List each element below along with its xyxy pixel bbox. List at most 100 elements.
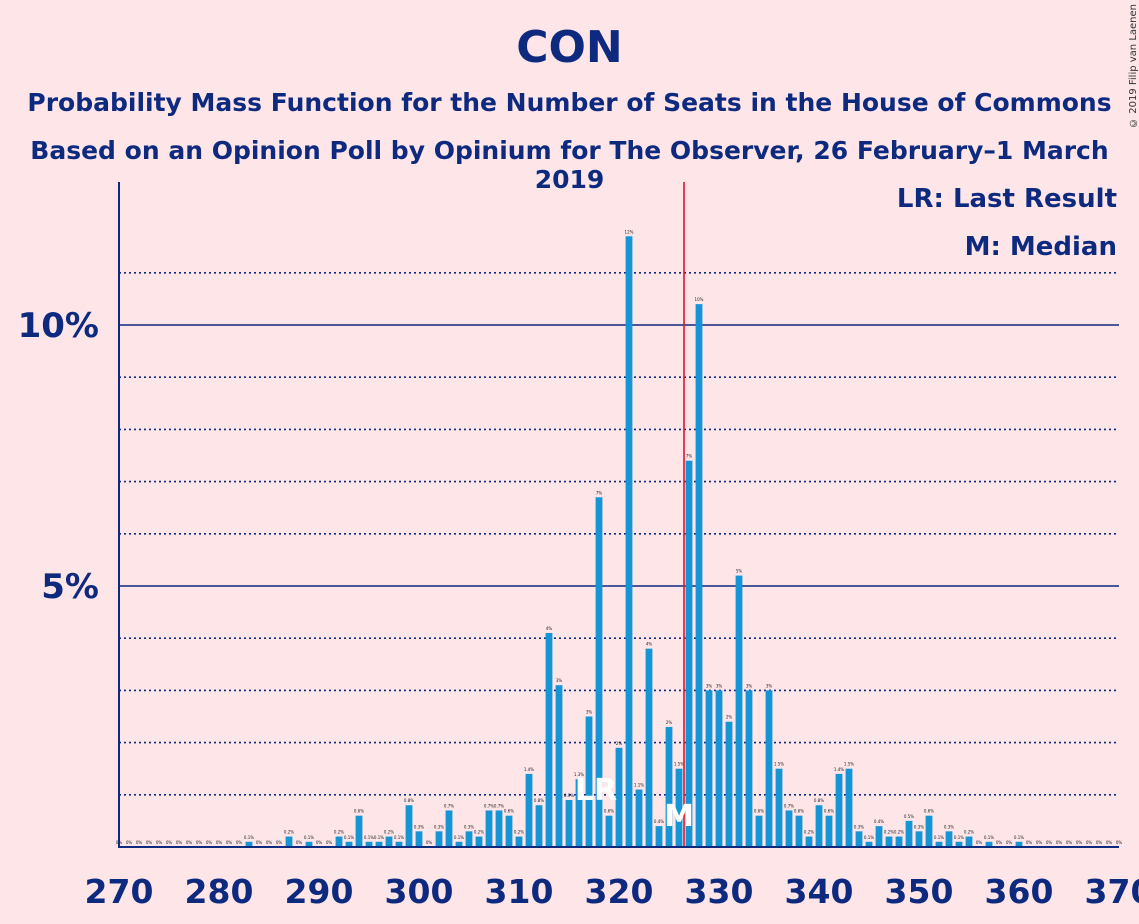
bar-value-label: 0% [256, 840, 263, 845]
bar-value-label: 0.3% [434, 824, 444, 829]
bar [885, 836, 893, 847]
chart-subtitle: Probability Mass Function for the Number… [27, 88, 1112, 117]
bar-value-label: 7% [596, 490, 603, 495]
bar [475, 836, 483, 847]
bar-value-label: 0% [1086, 840, 1093, 845]
bar-value-label: 0.8% [404, 798, 414, 803]
bar-value-label: 0% [226, 840, 233, 845]
bar-value-label: 0% [166, 840, 173, 845]
bar [675, 768, 683, 847]
bar-value-label: 7% [686, 454, 693, 459]
bar [645, 648, 653, 847]
bar-value-label: 1.3% [574, 772, 584, 777]
bar-value-label: 0.7% [444, 803, 454, 808]
bar [345, 841, 353, 847]
bar-value-label: 0.1% [374, 835, 384, 840]
bar-value-label: 1.1% [634, 783, 644, 788]
bar [845, 768, 853, 847]
bar-value-label: 0.7% [484, 803, 494, 808]
bar [745, 690, 753, 847]
x-tick-label: 350 [885, 872, 954, 911]
bar-value-label: 0.1% [984, 835, 994, 840]
bar-value-label: 0.2% [284, 830, 294, 835]
bar [655, 826, 663, 847]
bar-value-label: 0.3% [414, 824, 424, 829]
bar [555, 685, 563, 847]
bar [525, 773, 533, 847]
bar [585, 716, 593, 847]
x-tick-label: 310 [485, 872, 554, 911]
bar [725, 721, 733, 847]
legend-last-result: LR: Last Result [896, 184, 1117, 214]
legend-median: M: Median [964, 232, 1117, 262]
bar-value-label: 3% [746, 683, 753, 688]
bar-value-label: 0.1% [364, 835, 374, 840]
bar [285, 836, 293, 847]
bar [635, 789, 643, 847]
bar [375, 841, 383, 847]
bar [855, 831, 863, 847]
bar [805, 836, 813, 847]
bar [965, 836, 973, 847]
y-tick-label: 5% [41, 567, 99, 607]
bar-value-label: 0.1% [304, 835, 314, 840]
bar-value-label: 0% [1076, 840, 1083, 845]
x-tick-label: 280 [185, 872, 254, 911]
bar [335, 836, 343, 847]
bar-value-label: 0.7% [784, 803, 794, 808]
bar [535, 805, 543, 847]
bar [935, 841, 943, 847]
bar [395, 841, 403, 847]
bar [405, 805, 413, 847]
bar [355, 815, 363, 847]
bar-value-label: 0% [316, 840, 323, 845]
bar-value-label: 0.3% [944, 824, 954, 829]
bar-value-label: 2% [616, 741, 623, 746]
bar [245, 841, 253, 847]
bar-value-label: 0% [1096, 840, 1103, 845]
bar [305, 841, 313, 847]
bar-value-label: 0.2% [384, 830, 394, 835]
chart-title: CON [516, 22, 623, 73]
x-tick-label: 370 [1085, 872, 1139, 911]
bar-value-label: 10% [695, 297, 704, 302]
bar [465, 831, 473, 847]
bar [575, 779, 583, 847]
bar [435, 831, 443, 847]
bar [505, 815, 513, 847]
bar-value-label: 0.8% [814, 798, 824, 803]
bar [765, 690, 773, 847]
bar [365, 841, 373, 847]
bar-value-label: 0.4% [874, 819, 884, 824]
bar-value-label: 0% [296, 840, 303, 845]
bar-value-label: 0% [1026, 840, 1033, 845]
x-tick-label: 270 [85, 872, 154, 911]
bar-value-label: 0% [276, 840, 283, 845]
bar-value-label: 0.1% [454, 835, 464, 840]
bar-value-label: 1.5% [844, 762, 854, 767]
bar [795, 815, 803, 847]
bar [815, 805, 823, 847]
bar-value-label: 2% [726, 715, 733, 720]
bar [485, 810, 493, 847]
bar [715, 690, 723, 847]
bar [905, 820, 913, 847]
bar-value-label: 4% [646, 642, 653, 647]
bar [695, 304, 703, 847]
bar-value-label: 1.4% [834, 767, 844, 772]
bar-value-label: 0% [1046, 840, 1053, 845]
bar-value-label: 0.1% [1014, 835, 1024, 840]
bar-value-label: 0.7% [494, 803, 504, 808]
y-tick-label: 10% [18, 306, 99, 346]
bar [615, 747, 623, 847]
bar-value-label: 0% [1106, 840, 1113, 845]
bar-value-label: 12% [625, 229, 634, 234]
bar-value-label: 0% [1056, 840, 1063, 845]
bar [705, 690, 713, 847]
bar [875, 826, 883, 847]
bar-value-label: 4% [546, 626, 553, 631]
bar-value-label: 0.3% [464, 824, 474, 829]
bar-value-label: 0.1% [954, 835, 964, 840]
bar [455, 841, 463, 847]
bar-value-label: 0.5% [904, 814, 914, 819]
